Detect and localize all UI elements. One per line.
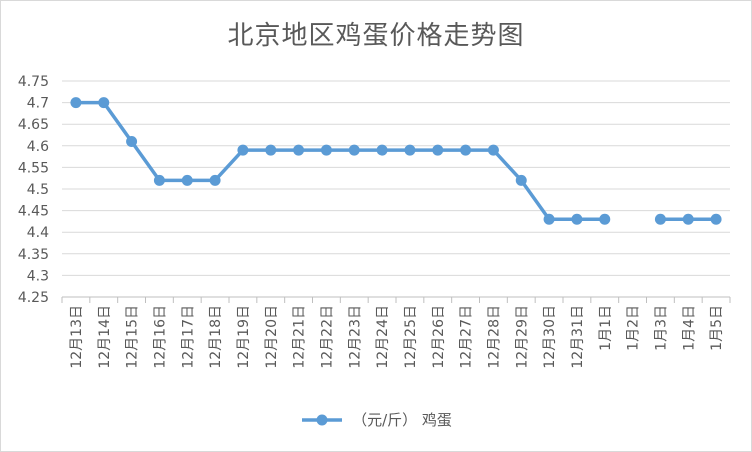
x-tick-label: 12月27日 <box>459 305 475 369</box>
x-tick-label: 12月28日 <box>486 305 502 369</box>
x-tick-label: 12月18日 <box>208 305 224 369</box>
data-point <box>487 144 499 156</box>
data-point <box>70 97 82 109</box>
x-tick-label: 12月23日 <box>347 305 363 369</box>
x-tick-label: 12月30日 <box>542 305 558 369</box>
data-point <box>98 97 110 109</box>
chart-title: 北京地区鸡蛋价格走势图 <box>227 21 525 51</box>
data-point <box>376 144 388 156</box>
x-tick-label: 12月24日 <box>375 305 391 369</box>
legend-label: （元/斤） 鸡蛋 <box>352 411 452 429</box>
y-tick-label: 4.55 <box>18 160 49 176</box>
data-point <box>599 213 611 225</box>
x-tick-label: 12月20日 <box>264 305 280 369</box>
y-tick-label: 4.3 <box>27 268 49 284</box>
x-tick-label: 12月13日 <box>69 305 85 369</box>
data-point <box>209 174 221 186</box>
y-tick-label: 4.6 <box>27 139 49 155</box>
y-tick-label: 4.5 <box>27 182 49 198</box>
x-tick-label: 12月16日 <box>152 305 168 369</box>
y-tick-label: 4.4 <box>27 225 49 241</box>
legend: （元/斤） 鸡蛋 <box>1 409 751 430</box>
y-tick-label: 4.35 <box>18 247 49 263</box>
data-point <box>654 213 666 225</box>
data-point <box>432 144 444 156</box>
x-tick-label: 12月26日 <box>431 305 447 369</box>
data-point <box>265 144 277 156</box>
legend-line-marker-icon <box>302 414 343 425</box>
x-tick-label: 1月3日 <box>653 305 669 351</box>
x-tick-label: 1月2日 <box>626 305 642 351</box>
y-tick-label: 4.75 <box>18 74 49 90</box>
x-tick-label: 12月14日 <box>97 305 113 369</box>
x-tick-label: 12月19日 <box>236 305 252 369</box>
data-point <box>237 144 249 156</box>
data-point <box>571 213 583 225</box>
y-tick-label: 4.65 <box>18 117 49 133</box>
data-point <box>181 174 193 186</box>
x-tick-label: 1月4日 <box>681 305 697 351</box>
data-point <box>710 213 722 225</box>
data-point <box>515 174 527 186</box>
data-point <box>460 144 472 156</box>
y-tick-label: 4.7 <box>27 96 49 112</box>
y-tick-label: 4.25 <box>18 290 49 306</box>
data-point <box>153 174 165 186</box>
data-point <box>404 144 416 156</box>
x-tick-label: 12月31日 <box>570 305 586 369</box>
x-tick-label: 12月29日 <box>514 305 530 369</box>
x-tick-label: 12月21日 <box>292 305 308 369</box>
data-point <box>293 144 305 156</box>
x-tick-label: 12月25日 <box>403 305 419 369</box>
data-point <box>126 135 138 147</box>
x-tick-label: 12月17日 <box>180 305 196 369</box>
x-tick-label: 1月5日 <box>709 305 725 351</box>
x-tick-label: 12月22日 <box>319 305 335 369</box>
x-tick-label: 12月15日 <box>125 305 141 369</box>
data-point <box>320 144 332 156</box>
data-point <box>348 144 360 156</box>
y-tick-label: 4.45 <box>18 204 49 220</box>
x-tick-label: 1月1日 <box>598 305 614 351</box>
data-point <box>543 213 555 225</box>
series-line <box>74 100 607 221</box>
data-point <box>682 213 694 225</box>
